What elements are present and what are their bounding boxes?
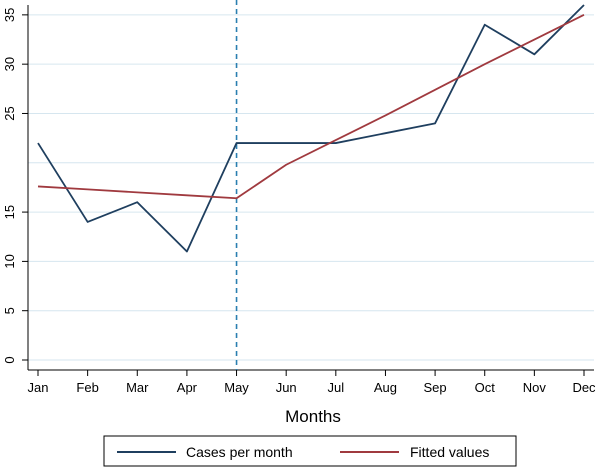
y-tick-label: 25 <box>2 106 17 120</box>
x-tick-label: Dec <box>572 380 596 395</box>
x-tick-label: Sep <box>424 380 447 395</box>
x-tick-label: Jul <box>328 380 345 395</box>
x-tick-label: Jun <box>276 380 297 395</box>
y-tick-label: 0 <box>2 356 17 363</box>
x-tick-label: Mar <box>126 380 149 395</box>
x-tick-label: Apr <box>177 380 198 395</box>
series-lines <box>37 4 585 253</box>
y-tick-label: 30 <box>2 57 17 71</box>
gridlines <box>28 14 594 361</box>
x-tick-label: Nov <box>523 380 547 395</box>
legend-label-fitted: Fitted values <box>410 444 489 460</box>
axes <box>27 5 594 371</box>
y-tick-label: 5 <box>2 307 17 314</box>
x-tick-label: Jan <box>28 380 49 395</box>
x-tick-label: Oct <box>475 380 496 395</box>
x-ticks: Jan Feb Mar Apr May Jun Jul Aug Sep Oct Nov Dec <box>28 370 596 395</box>
legend: Cases per month Fitted values <box>103 435 517 467</box>
y-ticks: 0 5 10 15 25 30 35 <box>2 8 28 364</box>
series-line-cases <box>37 4 585 253</box>
series-line-fitted <box>37 14 585 200</box>
x-tick-label: Feb <box>76 380 98 395</box>
x-tick-label: Aug <box>374 380 397 395</box>
x-axis-title: Months <box>285 407 341 426</box>
y-tick-label: 10 <box>2 254 17 268</box>
x-tick-label: May <box>224 380 249 395</box>
y-tick-label: 15 <box>2 205 17 219</box>
legend-label-cases: Cases per month <box>186 444 293 460</box>
y-tick-label: 35 <box>2 8 17 22</box>
